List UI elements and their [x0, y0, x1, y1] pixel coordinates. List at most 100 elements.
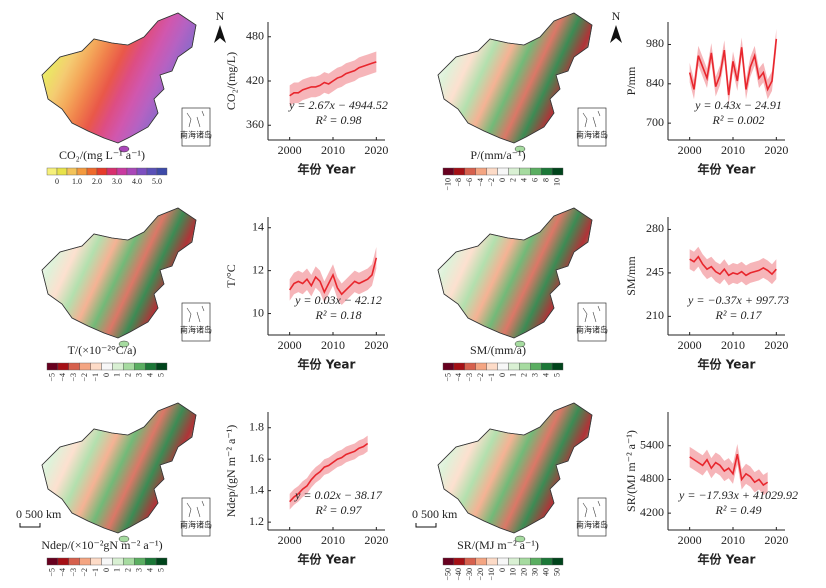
scale-label: 0 500 km [412, 507, 458, 521]
colorbar-tick-label: 5.0 [152, 177, 162, 186]
colorbar-tick-label: −4 [454, 373, 463, 382]
x-tick-label: 2010 [721, 533, 745, 547]
colorbar-cell [112, 557, 124, 566]
china-outline [437, 12, 593, 144]
colorbar-cell [146, 167, 158, 176]
colorbar-cell [134, 557, 146, 566]
colorbar-tick-label: −1 [487, 373, 496, 382]
colorbar-cell [453, 167, 466, 176]
colorbar-tick-label: −4 [476, 178, 485, 187]
colorbar-tick-label: 2.0 [92, 177, 102, 186]
colorbar-tick-label: 20 [520, 568, 529, 576]
equation: y = 0.03x − 42.12 [294, 293, 382, 307]
x-tick-label: 2000 [278, 338, 302, 352]
y-tick-label: 245 [646, 265, 664, 279]
y-tick-label: 210 [646, 308, 664, 322]
colorbar-cell [156, 167, 168, 176]
line [688, 38, 778, 96]
inset-label: 南海诸岛 [180, 130, 212, 140]
colorbar-tick-label: −10 [443, 178, 452, 191]
line [289, 61, 377, 97]
colorbar-cell [540, 557, 553, 566]
colorbar-tick-label: −1 [91, 568, 100, 577]
colorbar-cell [116, 167, 128, 176]
line [689, 453, 769, 487]
x-tick-label: 2020 [764, 143, 788, 157]
colorbar-tick-label: −5 [47, 373, 56, 382]
x-axis-label: 年份 Year [698, 552, 756, 567]
colorbar-tick-label: −3 [465, 373, 474, 382]
x-axis-label: 年份 Year [298, 552, 356, 567]
colorbar-tick-label: 1 [509, 373, 518, 377]
colorbar-cell [144, 362, 157, 371]
colorbar-tick-label: −20 [476, 568, 485, 581]
colorbar-cell [123, 557, 135, 566]
colorbar-tick-label: −4 [58, 568, 67, 577]
map: 南海诸岛 N [437, 9, 622, 153]
colorbar-cell [530, 362, 542, 371]
equation: y = −0.37x + 997.73 [687, 293, 789, 307]
x-tick-label: 2020 [364, 533, 388, 547]
y-tick-label: 10 [252, 305, 264, 319]
equation: y = 0.02x − 38.17 [294, 488, 383, 502]
colorbar-cell [464, 362, 476, 371]
colorbar-cell [508, 167, 520, 176]
hainan [514, 535, 526, 543]
colorbar-cell [442, 362, 455, 371]
colorbar-tick-label: 5 [156, 568, 165, 572]
y-tick-label: 1.4 [249, 482, 264, 496]
colorbar-tick-label: 30 [531, 568, 540, 576]
colorbar-tick-label: −2 [80, 568, 89, 577]
hainan [118, 340, 130, 348]
hainan [118, 145, 130, 153]
r-squared: R² = 0.18 [314, 308, 361, 322]
r-squared: R² = 0.49 [714, 503, 761, 517]
colorbar-cell [79, 557, 91, 566]
colorbar-tick-label: 10 [552, 178, 561, 186]
colorbar-tick-label: 4.0 [132, 177, 142, 186]
x-axis-label: 年份 Year [298, 162, 356, 177]
y-axis-label: T/°C [224, 264, 238, 287]
colorbar-cell [497, 167, 509, 176]
x-tick-label: 2020 [764, 338, 788, 352]
map: 南海诸岛 [41, 207, 212, 348]
colorbar-cell [540, 362, 553, 371]
colorbar-tick-label: −2 [476, 373, 485, 382]
x-tick-label: 2020 [364, 338, 388, 352]
colorbar-cell [90, 362, 102, 371]
colorbar-cell [540, 167, 553, 176]
equation: y = 0.43x − 24.91 [694, 98, 782, 112]
x-tick-label: 2000 [678, 533, 702, 547]
china-outline [437, 402, 593, 534]
colorbar-tick-label: 1.0 [72, 177, 82, 186]
china-outline [41, 207, 197, 339]
x-tick-label: 2020 [764, 533, 788, 547]
colorbar-tick-label: 40 [541, 568, 550, 576]
colorbar-cell [66, 167, 78, 176]
y-tick-label: 1.8 [249, 419, 264, 433]
r-squared: R² = 0.17 [714, 308, 762, 322]
north-arrow [214, 25, 226, 43]
x-tick-label: 2020 [364, 143, 388, 157]
colorbar-cell [126, 167, 138, 176]
colorbar-tick-label: 6 [531, 178, 540, 182]
colorbar-tick-label: 4 [145, 568, 154, 572]
colorbar-cell [106, 167, 118, 176]
colorbar-tick-label: 3 [135, 568, 144, 572]
scale-bar [415, 523, 437, 528]
y-tick-label: 4800 [640, 471, 664, 485]
x-tick-label: 2010 [721, 143, 745, 157]
y-tick-label: 5400 [640, 437, 664, 451]
colorbar-tick-label: −10 [487, 568, 496, 581]
inset-label: 南海诸岛 [576, 130, 608, 140]
colorbar-tick-label: −6 [465, 178, 474, 187]
colorbar-cell [519, 557, 531, 566]
colorbar-tick-label: 50 [552, 568, 561, 576]
colorbar-tick-label: 2 [124, 568, 133, 572]
confidence-band [689, 246, 777, 286]
colorbar-tick-label: 4 [520, 178, 529, 182]
colorbar-cell [155, 362, 168, 371]
inset-islands [582, 305, 601, 323]
colorbar-cell [519, 167, 531, 176]
